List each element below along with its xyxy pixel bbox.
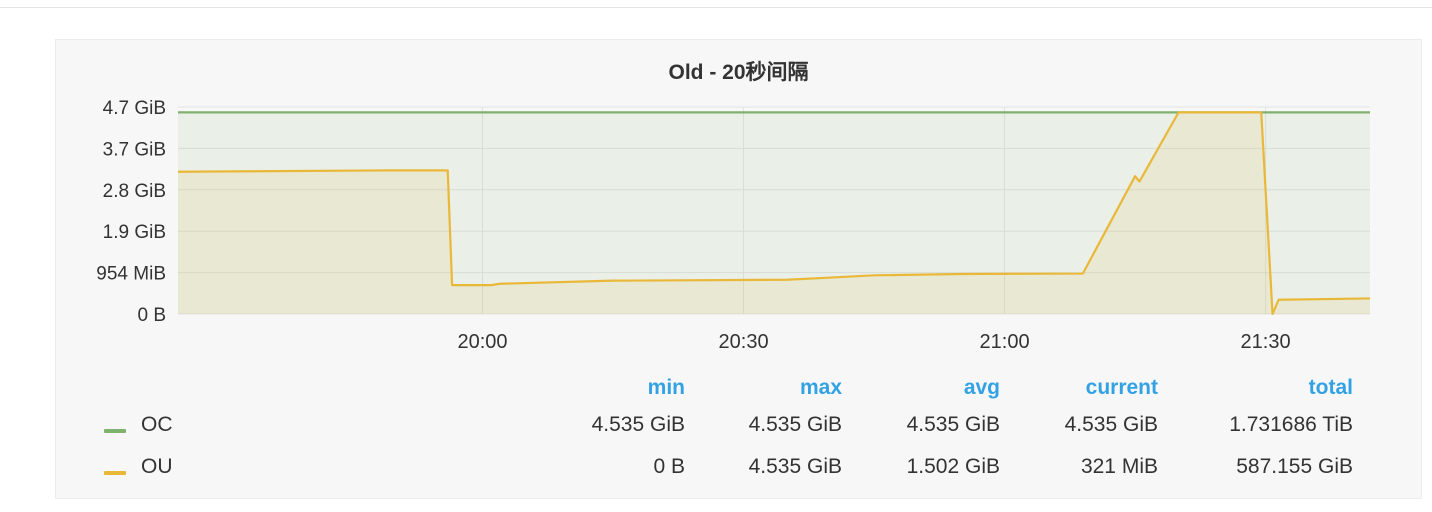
legend-header-current[interactable]: current bbox=[1085, 376, 1158, 399]
legend-value-max: 4.535 GiB bbox=[748, 413, 842, 436]
legend-value-min: 0 B bbox=[653, 455, 685, 478]
legend-value-total: 1.731686 TiB bbox=[1229, 413, 1353, 436]
legend-value-avg: 1.502 GiB bbox=[906, 455, 1000, 478]
y-tick-label: 3.7 GiB bbox=[103, 139, 166, 160]
y-tick-label: 2.8 GiB bbox=[103, 181, 166, 202]
x-tick-label: 21:00 bbox=[980, 331, 1030, 353]
y-tick-label: 0 B bbox=[137, 305, 166, 326]
legend-swatch-ou[interactable] bbox=[104, 471, 126, 475]
series-area-ou bbox=[178, 112, 1370, 314]
y-tick-label: 954 MiB bbox=[96, 264, 166, 285]
y-tick-label: 1.9 GiB bbox=[103, 222, 166, 243]
chart-title: Old - 20秒间隔 bbox=[668, 61, 809, 84]
legend-swatch-oc[interactable] bbox=[104, 429, 126, 433]
legend-value-min: 4.535 GiB bbox=[591, 413, 685, 436]
graph-panel: Old - 20秒间隔 bbox=[55, 39, 1422, 499]
legend-series-name[interactable]: OU bbox=[141, 455, 173, 478]
top-divider bbox=[0, 7, 1432, 8]
legend-value-current: 4.535 GiB bbox=[1064, 413, 1158, 436]
legend-value-total: 587.155 GiB bbox=[1236, 455, 1353, 478]
legend-header-avg[interactable]: avg bbox=[963, 376, 1000, 399]
legend-value-avg: 4.535 GiB bbox=[906, 413, 1000, 436]
x-tick-label: 21:30 bbox=[1241, 331, 1291, 353]
legend-series-name[interactable]: OC bbox=[141, 413, 173, 436]
series-line-ou bbox=[177, 111, 1371, 316]
legend-value-current: 321 MiB bbox=[1080, 455, 1158, 478]
x-tick-label: 20:00 bbox=[457, 331, 507, 353]
y-tick-label: 4.7 GiB bbox=[103, 98, 166, 119]
x-tick-label: 20:30 bbox=[719, 331, 769, 353]
legend-header-min[interactable]: min bbox=[647, 376, 685, 399]
legend-value-max: 4.535 GiB bbox=[748, 455, 842, 478]
series-area-oc bbox=[178, 112, 1370, 314]
legend-header-total[interactable]: total bbox=[1308, 376, 1353, 399]
legend-header-max[interactable]: max bbox=[799, 376, 842, 399]
